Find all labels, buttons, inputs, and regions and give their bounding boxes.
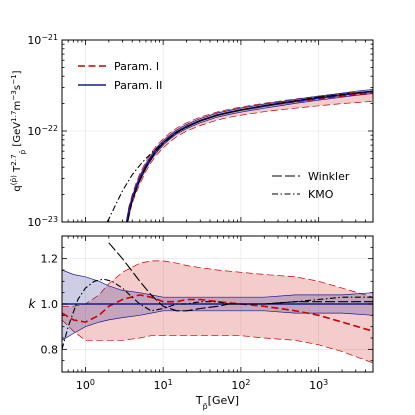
top-band-edge-param-i <box>126 90 373 221</box>
top-series-group <box>106 89 373 222</box>
bottom-y-tick-label: 1.2 <box>41 253 59 266</box>
bottom-line-winkler <box>108 242 373 312</box>
bottom-band-edge-param-ii <box>62 269 373 298</box>
legend-models: Winkler KMO <box>272 170 350 201</box>
x-axis-label: Tp̄[GeV] <box>195 394 239 411</box>
bottom-panel: 0.8 1.0 1.2 100 101 102 103 k Tp̄[GeV] <box>29 235 374 411</box>
legend-params: Param. I Param. II <box>78 60 162 92</box>
bottom-y-tick-label: 1.0 <box>41 298 59 311</box>
legend-label-param-i: Param. I <box>114 60 159 73</box>
top-frame <box>61 39 374 223</box>
bottom-frame <box>61 235 374 373</box>
top-y-tick-label: 10−21 <box>27 33 58 48</box>
x-tick-label: 103 <box>309 378 328 393</box>
x-tick-label: 102 <box>231 378 250 393</box>
top-panel: 10−23 10−22 10−21 q(p̄) T2.7p̄ [GeV1.7m−3s−… <box>9 33 374 230</box>
bottom-line-param-i <box>62 294 373 332</box>
x-tick-label: 100 <box>76 378 95 393</box>
bottom-y-axis-label: k <box>29 297 37 311</box>
top-y-axis-label-text: q(p̄) T2.7p̄ [GeV1.7m−3s−1] <box>9 70 27 191</box>
legend-label-param-ii: Param. II <box>114 79 162 92</box>
top-band-edge-param-ii <box>126 89 373 221</box>
top-band-edge-param-i <box>126 100 373 222</box>
bottom-band-param-i <box>62 260 373 363</box>
bottom-band-param-ii <box>62 270 373 341</box>
legend-label-winkler: Winkler <box>308 170 350 183</box>
bottom-band-edge-param-i <box>62 319 373 364</box>
bottom-y-tick-label: 0.8 <box>41 343 59 356</box>
top-y-tick-label: 10−23 <box>27 215 58 230</box>
x-tick-label: 101 <box>154 378 173 393</box>
top-y-tick-label: 10−22 <box>27 124 58 139</box>
bottom-band-edge-param-i <box>62 260 373 307</box>
legend-label-kmo: KMO <box>308 188 334 201</box>
top-y-axis-label: q(p̄) T2.7p̄ [GeV1.7m−3s−1] <box>9 70 27 191</box>
top-line-param-ii <box>125 90 373 222</box>
top-line-kmo <box>106 90 373 222</box>
bottom-series-group <box>62 242 373 364</box>
